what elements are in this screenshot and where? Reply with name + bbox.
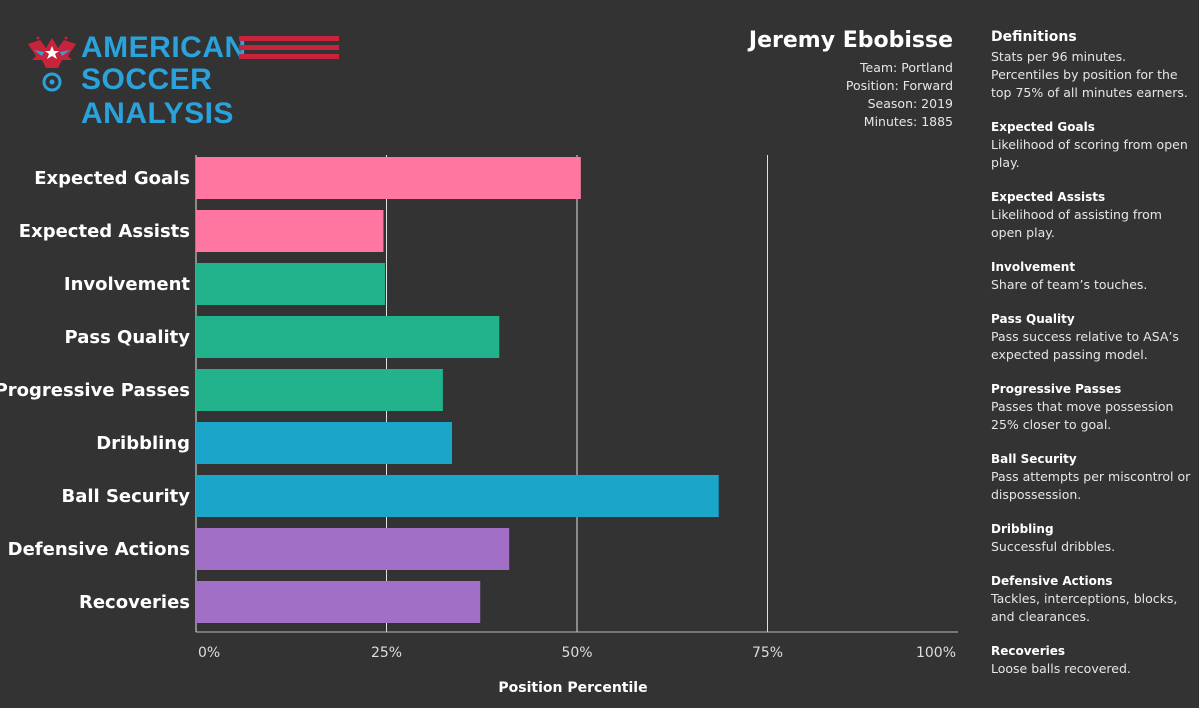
- definition-text: Likelihood of scoring from open play.: [991, 137, 1188, 170]
- category-label: Defensive Actions: [8, 539, 190, 560]
- definition-text: Passes that move possession 25% closer t…: [991, 399, 1174, 432]
- definition-text: Successful dribbles.: [991, 539, 1116, 554]
- logo-line2: SOCCER ANALYSIS: [81, 63, 234, 130]
- definition-name: Defensive Actions: [991, 574, 1113, 588]
- definition-name: Recoveries: [991, 644, 1066, 658]
- bar: [196, 369, 443, 411]
- player-info: Jeremy Ebobisse Team: Portland Position:…: [749, 28, 953, 131]
- definition-name: Expected Assists: [991, 190, 1106, 204]
- definition-name: Pass Quality: [991, 312, 1075, 326]
- definition-item: Progressive Passes Passes that move poss…: [991, 381, 1196, 434]
- bar: [196, 157, 581, 199]
- definition-text: Likelihood of assisting from open play.: [991, 207, 1162, 240]
- category-label: Dribbling: [96, 433, 190, 454]
- category-label: Ball Security: [61, 486, 190, 507]
- definition-name: Progressive Passes: [991, 382, 1122, 396]
- definition-name: Dribbling: [991, 522, 1054, 536]
- x-tick-label: 100%: [916, 645, 956, 661]
- definition-text: Loose balls recovered.: [991, 661, 1131, 676]
- player-minutes: Minutes: 1885: [863, 114, 953, 129]
- definition-name: Expected Goals: [991, 120, 1095, 134]
- logo-stripes: [239, 36, 339, 63]
- definitions-intro: Stats per 96 minutes. Percentiles by pos…: [991, 49, 1188, 100]
- definitions-panel: Definitions Stats per 96 minutes. Percen…: [991, 29, 1196, 695]
- x-axis-title: Position Percentile: [498, 680, 647, 696]
- player-team: Team: Portland: [860, 60, 953, 75]
- definition-item: Expected Goals Likelihood of scoring fro…: [991, 119, 1196, 172]
- definition-name: Involvement: [991, 260, 1076, 274]
- category-label: Pass Quality: [65, 327, 191, 348]
- definition-item: Defensive Actions Tackles, interceptions…: [991, 573, 1196, 626]
- x-tick-label: 75%: [752, 645, 783, 661]
- category-label: Expected Goals: [34, 168, 190, 189]
- definition-item: Dribbling Successful dribbles.: [991, 521, 1196, 556]
- definition-name: Ball Security: [991, 452, 1077, 466]
- category-label: Expected Assists: [19, 221, 190, 242]
- category-label: Involvement: [64, 274, 191, 295]
- x-tick-label: 0%: [198, 645, 220, 661]
- definition-text: Tackles, interceptions, blocks, and clea…: [991, 591, 1178, 624]
- definition-text: Pass attempts per miscontrol or disposse…: [991, 469, 1191, 502]
- bar: [196, 581, 481, 623]
- definition-item: Recoveries Loose balls recovered.: [991, 643, 1196, 678]
- logo-line1: AMERICAN: [81, 31, 247, 64]
- category-label: Recoveries: [79, 592, 190, 613]
- category-label: Progressive Passes: [0, 380, 190, 401]
- definition-text: Share of team’s touches.: [991, 277, 1148, 292]
- x-tick-label: 50%: [561, 645, 592, 661]
- bar: [196, 316, 500, 358]
- percentile-bar-chart: Expected Goals Expected Assists Involvemen…: [0, 155, 958, 696]
- definition-item: Expected Assists Likelihood of assisting…: [991, 189, 1196, 242]
- bar: [196, 528, 510, 570]
- bar: [196, 422, 453, 464]
- bar: [196, 263, 385, 305]
- definition-item: Pass Quality Pass success relative to AS…: [991, 311, 1196, 364]
- player-name: Jeremy Ebobisse: [748, 28, 953, 53]
- x-tick-label: 25%: [371, 645, 402, 661]
- bar: [196, 475, 719, 517]
- bar: [196, 210, 384, 252]
- eagle-soccer-ball-icon: [28, 36, 76, 92]
- asa-logo: AMERICAN SOCCER ANALYSIS: [26, 30, 346, 130]
- definition-text: Pass success relative to ASA’s expected …: [991, 329, 1179, 362]
- player-position: Position: Forward: [845, 78, 953, 93]
- player-season: Season: 2019: [867, 96, 953, 111]
- definitions-title: Definitions: [991, 29, 1077, 45]
- definition-item: Involvement Share of team’s touches.: [991, 259, 1196, 294]
- definition-item: Ball Security Pass attempts per miscontr…: [991, 451, 1196, 504]
